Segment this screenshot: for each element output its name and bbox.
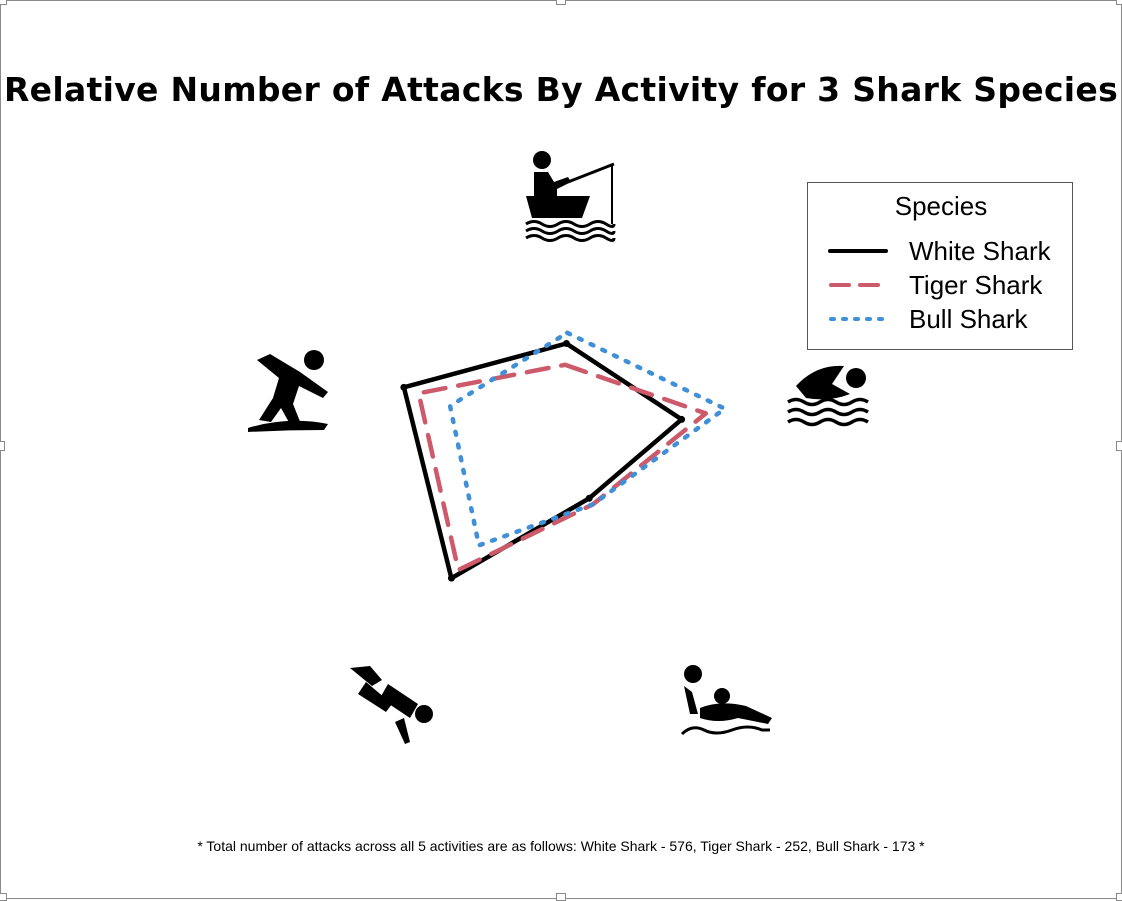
resize-handle-left[interactable] — [0, 441, 5, 451]
water-polo-player-icon — [680, 665, 772, 736]
legend-swatch-white-shark — [828, 249, 888, 253]
series-line-white-shark — [401, 341, 684, 581]
chart-footnote: * Total number of attacks across all 5 a… — [197, 838, 925, 854]
legend-label-white-shark: White Shark — [909, 236, 1051, 266]
legend-item-white-shark: White Shark — [828, 236, 1068, 266]
series-layer — [400, 330, 728, 582]
resize-handle-top-left[interactable] — [0, 0, 7, 5]
resize-handle-right[interactable] — [1116, 441, 1122, 451]
legend-label-bull-shark: Bull Shark — [909, 304, 1028, 334]
scuba-diver-icon — [350, 666, 433, 744]
data-point-white-shark-surfing — [400, 383, 408, 391]
resize-handle-top[interactable] — [556, 0, 566, 5]
series-line-tiger-shark — [416, 362, 709, 573]
legend-swatch-tiger-shark — [829, 283, 888, 287]
data-point-white-shark-swimming — [678, 415, 686, 423]
legend-item-tiger-shark: Tiger Shark — [828, 270, 1068, 300]
surfer-icon — [248, 350, 328, 432]
fishing-boat-icon — [525, 151, 616, 242]
chart-legend: Species White Shark Tiger Shark Bull Sha… — [807, 182, 1073, 350]
data-point-white-shark-water-polo — [585, 494, 593, 502]
legend-title: Species — [894, 191, 988, 221]
chart-title: Relative Number of Attacks By Activity f… — [3, 70, 1119, 109]
legend-label-tiger-shark: Tiger Shark — [909, 270, 1043, 300]
swimmer-icon — [787, 365, 869, 427]
legend-item-bull-shark: Bull Shark — [828, 304, 1068, 334]
legend-swatch-bull-shark — [829, 317, 888, 321]
series-line-bull-shark — [447, 330, 728, 548]
data-point-white-shark-fishing — [562, 339, 570, 347]
data-point-white-shark-diving — [447, 574, 455, 582]
resize-handle-top-right[interactable] — [1116, 0, 1122, 5]
